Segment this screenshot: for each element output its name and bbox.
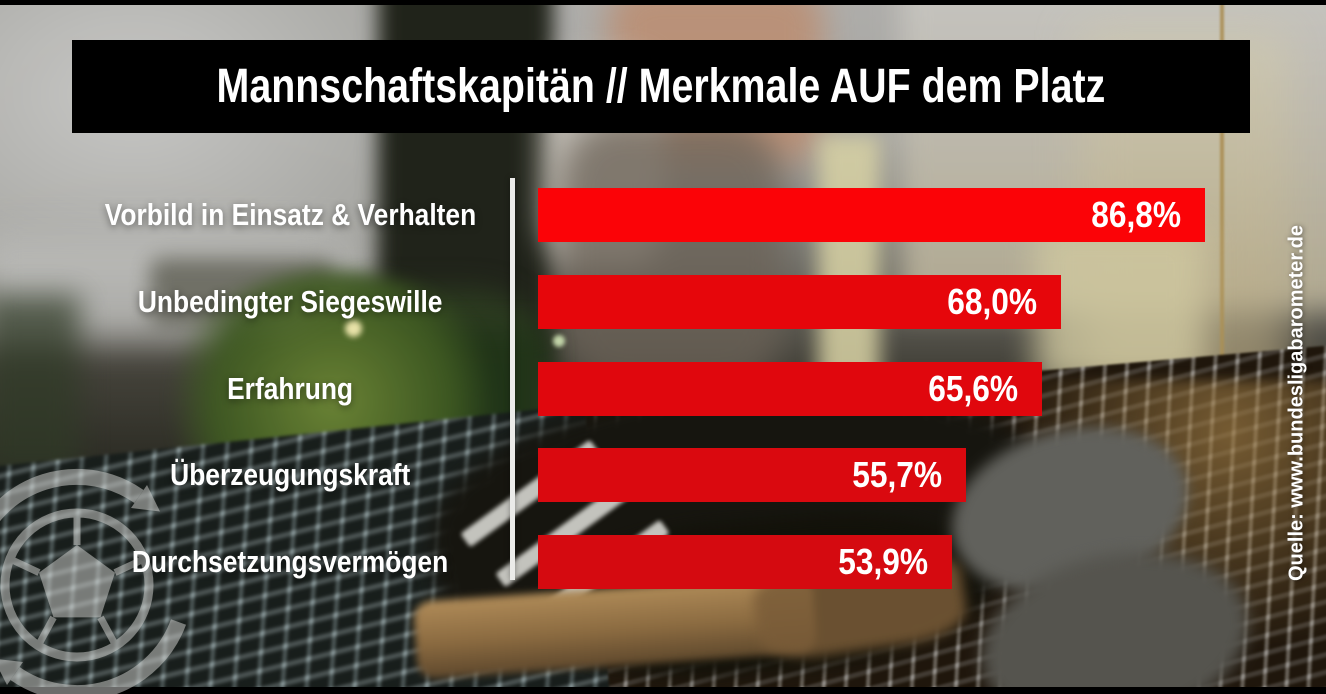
bar-row: Erfahrung 65,6%: [0, 362, 1326, 416]
bar-row: Überzeugungskraft 55,7%: [0, 448, 1326, 502]
bar-label: Unbedingter Siegeswille: [137, 284, 443, 319]
photo-bokeh-dot: [345, 320, 362, 337]
top-black-strip: [0, 0, 1326, 5]
bar-value: 65,6%: [928, 368, 1018, 409]
bar-row: Unbedingter Siegeswille 68,0%: [0, 275, 1326, 329]
photo-pale-strip: [818, 135, 880, 405]
bar-value: 86,8%: [1091, 194, 1181, 235]
photo-hands: [560, 120, 785, 390]
bar-value: 68,0%: [947, 281, 1037, 322]
bar-value: 53,9%: [838, 541, 928, 582]
bar-row: Vorbild in Einsatz & Verhalten 86,8%: [0, 188, 1326, 242]
photo-bokeh-dot: [553, 335, 565, 347]
bottom-black-strip: [0, 687, 1326, 694]
bar-label: Vorbild in Einsatz & Verhalten: [104, 197, 476, 232]
source-credit: Quelle: www.bundesligabarometer.de: [1285, 224, 1308, 582]
photo-gold-wire: [1220, 0, 1224, 430]
title-banner: Mannschaftskapitän // Merkmale AUF dem P…: [72, 40, 1250, 133]
bar: 65,6%: [538, 362, 1042, 416]
bar-label: Überzeugungskraft: [169, 457, 411, 492]
bar: 68,0%: [538, 275, 1061, 329]
bar-label: Erfahrung: [227, 371, 353, 406]
bar-label: Durchsetzungsvermögen: [131, 544, 449, 579]
photo-left-edge: [0, 295, 80, 475]
football-cycle-logo-icon: [0, 468, 187, 694]
bar: 53,9%: [538, 535, 952, 589]
bar: 55,7%: [538, 448, 966, 502]
chart-title: Mannschaftskapitän // Merkmale AUF dem P…: [216, 60, 1106, 113]
bar: 86,8%: [538, 188, 1205, 242]
axis-divider: [510, 178, 515, 580]
bar-value: 55,7%: [852, 454, 942, 495]
bar-row: Durchsetzungsvermögen 53,9%: [0, 535, 1326, 589]
